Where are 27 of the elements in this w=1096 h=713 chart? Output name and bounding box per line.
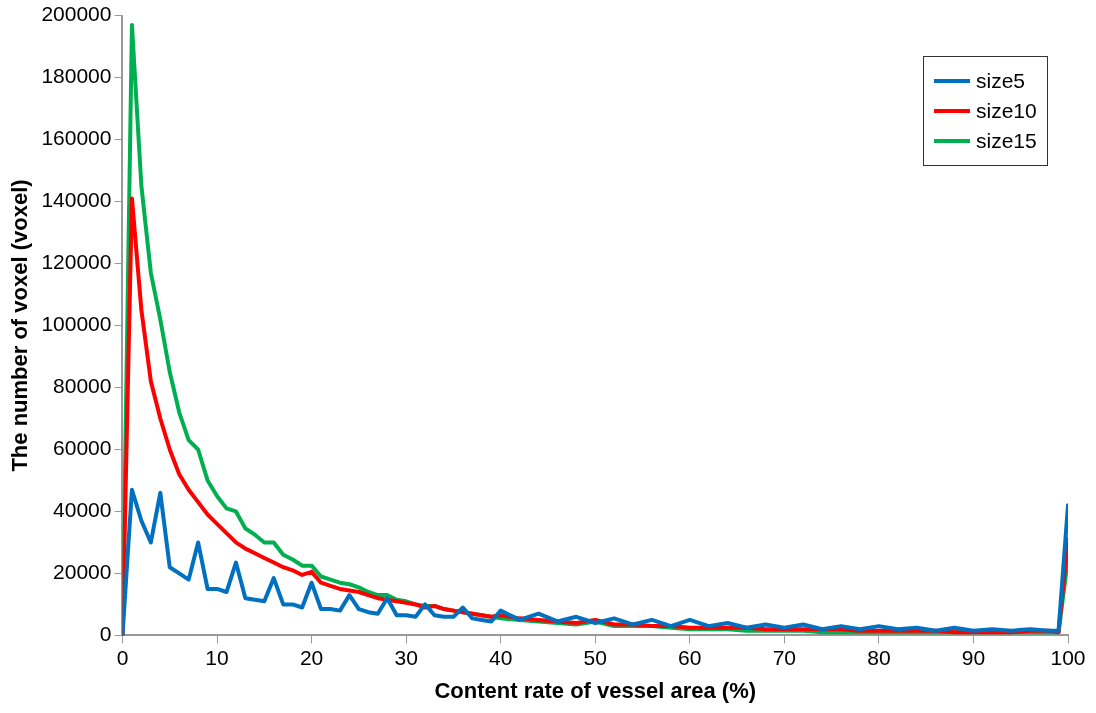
y-tick-label: 140000 — [41, 188, 112, 212]
legend-label: size5 — [976, 68, 1026, 93]
legend-label: size10 — [976, 98, 1037, 123]
y-tick-label: 180000 — [41, 64, 112, 88]
y-axis-title: The number of voxel (voxel) — [7, 179, 33, 472]
x-tick-label: 0 — [116, 645, 129, 669]
x-tick-label: 20 — [299, 645, 324, 669]
y-tick-label: 60000 — [53, 436, 112, 460]
x-tick-label: 90 — [961, 645, 986, 669]
x-tick-label: 60 — [678, 645, 702, 669]
y-tick-label: 40000 — [53, 498, 112, 522]
x-tick-label: 30 — [394, 645, 418, 669]
y-tick-label: 200000 — [41, 2, 112, 26]
x-tick-label: 70 — [772, 645, 797, 669]
x-axis-title: Content rate of vessel area (%) — [434, 677, 757, 703]
y-tick-label: 160000 — [41, 126, 112, 150]
x-tick-label: 50 — [583, 645, 607, 669]
y-tick-label: 20000 — [53, 560, 112, 584]
x-tick-label: 10 — [205, 645, 229, 669]
y-tick-label: 120000 — [41, 250, 112, 274]
legend-label: size15 — [976, 128, 1037, 153]
x-tick-label: 100 — [1050, 645, 1086, 669]
y-tick-label: 0 — [99, 622, 112, 646]
x-tick-label: 40 — [489, 645, 513, 669]
y-tick-label: 80000 — [53, 374, 112, 398]
y-tick-label: 100000 — [41, 312, 112, 336]
x-tick-label: 80 — [867, 645, 891, 669]
